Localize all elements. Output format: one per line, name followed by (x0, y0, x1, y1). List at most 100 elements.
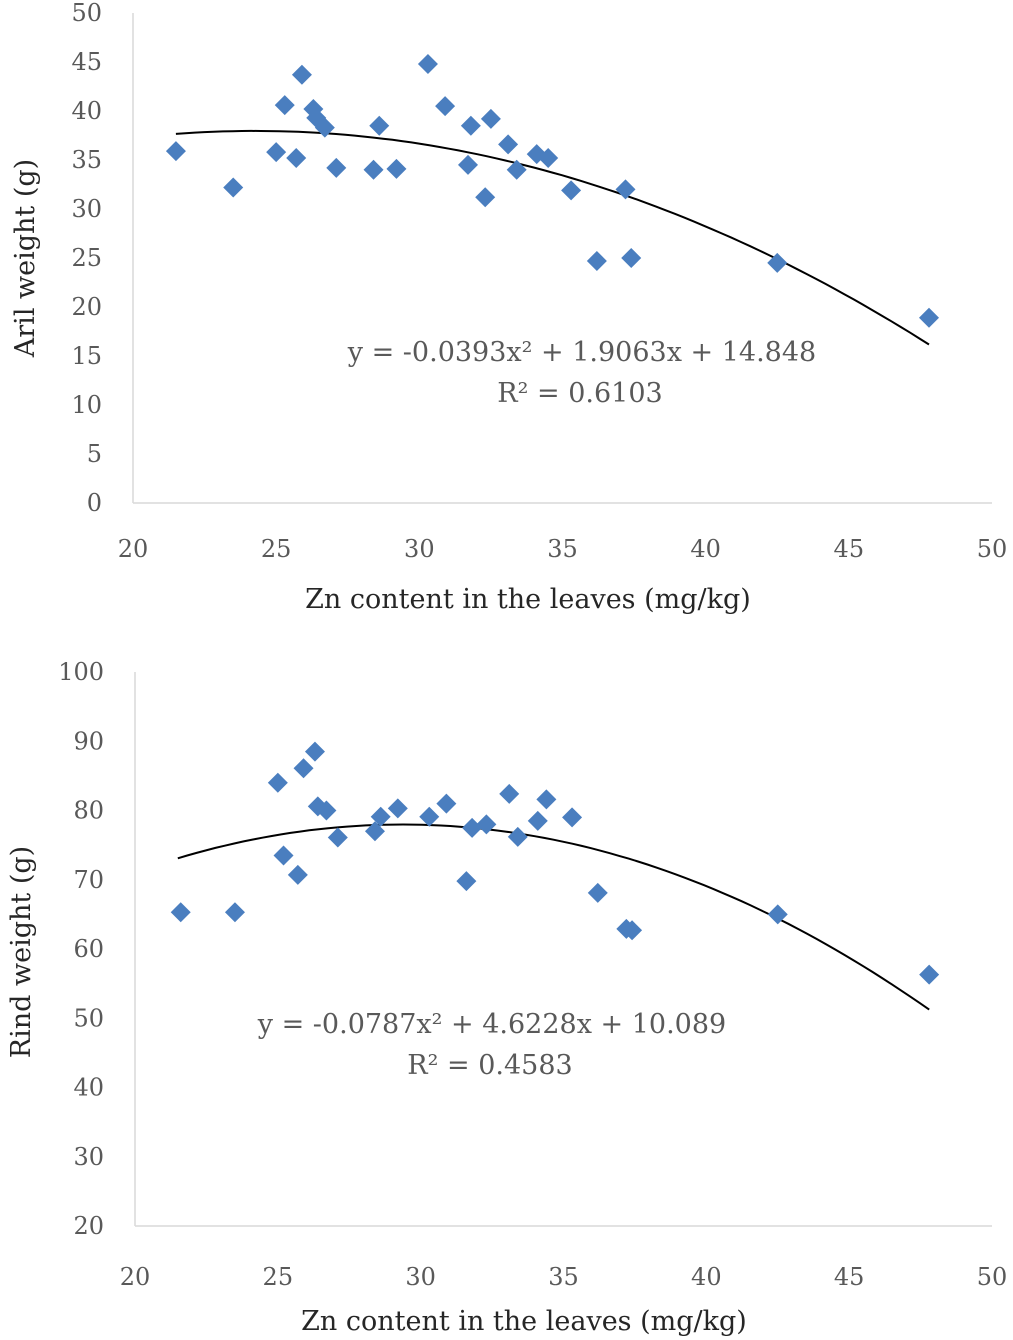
aril-x-tick-labels: 20 25 30 35 40 45 50 (118, 535, 1008, 563)
aril-y-tick-label: 15 (71, 342, 102, 370)
aril-x-tick-label: 40 (690, 535, 721, 563)
rind-data-point (304, 741, 325, 762)
aril-x-tick-label: 45 (834, 535, 865, 563)
rind-y-tick-labels: 20 30 40 50 60 70 80 90 100 (58, 658, 104, 1240)
aril-y-tick-label: 35 (71, 146, 102, 174)
aril-chart: 0 5 10 15 20 25 30 35 40 45 50 20 25 30 35 40 45 50 y = … (10, 0, 1007, 615)
aril-y-tick-label: 30 (71, 195, 102, 223)
rind-y-tick-label: 60 (73, 935, 104, 963)
aril-data-point (291, 64, 312, 85)
rind-x-tick-label: 50 (977, 1263, 1008, 1291)
rind-x-tick-label: 25 (263, 1263, 294, 1291)
aril-data-point (480, 108, 501, 129)
aril-data-points (165, 53, 940, 328)
rind-y-tick-label: 50 (73, 1004, 104, 1032)
aril-x-tick-label: 20 (118, 535, 149, 563)
aril-data-point (586, 250, 607, 271)
rind-data-point (562, 807, 583, 828)
aril-y-axis-title: Aril weight (g) (10, 159, 41, 358)
rind-data-point (536, 789, 557, 810)
aril-x-axis-title: Zn content in the leaves (mg/kg) (305, 584, 751, 615)
aril-data-point (621, 248, 642, 268)
aril-data-point (475, 187, 496, 208)
rind-y-tick-label: 20 (73, 1212, 104, 1240)
rind-data-point (919, 964, 940, 985)
aril-y-tick-labels: 0 5 10 15 20 25 30 35 40 45 50 (71, 0, 102, 517)
aril-y-tick-label: 50 (71, 0, 102, 27)
rind-y-tick-label: 100 (58, 658, 104, 686)
aril-y-tick-label: 25 (71, 244, 102, 272)
aril-y-tick-label: 5 (87, 440, 102, 468)
rind-y-tick-label: 40 (73, 1074, 104, 1102)
rind-data-point (622, 920, 643, 941)
aril-data-point (919, 307, 940, 328)
aril-x-tick-label: 35 (547, 535, 578, 563)
rind-y-axis-title: Rind weight (g) (6, 846, 37, 1058)
aril-data-point (615, 179, 636, 200)
aril-data-point (165, 141, 186, 162)
aril-trendline (175, 129, 930, 346)
rind-r-squared: R² = 0.4583 (407, 1050, 572, 1081)
rind-data-point (273, 845, 294, 866)
aril-data-point (266, 142, 287, 163)
rind-x-tick-label: 20 (120, 1263, 151, 1291)
rind-data-point (462, 817, 483, 838)
rind-x-axis-title: Zn content in the leaves (mg/kg) (301, 1306, 747, 1337)
aril-data-point (363, 159, 384, 180)
rind-data-point (287, 864, 308, 885)
rind-data-point (327, 827, 348, 848)
aril-data-point (274, 95, 295, 116)
rind-data-point (476, 814, 497, 835)
rind-data-point (499, 783, 520, 804)
rind-x-tick-label: 35 (548, 1263, 579, 1291)
aril-data-point (417, 53, 438, 74)
aril-y-tick-label: 40 (71, 97, 102, 125)
rind-data-point (767, 904, 788, 925)
aril-x-tick-label: 25 (261, 535, 292, 563)
aril-x-tick-label: 50 (977, 535, 1008, 563)
rind-data-point (436, 793, 457, 814)
rind-data-point (316, 800, 337, 821)
rind-data-point (364, 821, 385, 842)
rind-data-point (587, 882, 608, 903)
rind-data-points (170, 741, 940, 985)
rind-x-tick-label: 30 (405, 1263, 436, 1291)
rind-data-point (456, 871, 477, 892)
rind-y-tick-label: 80 (73, 797, 104, 825)
rind-y-tick-label: 70 (73, 866, 104, 894)
aril-y-tick-label: 0 (87, 489, 102, 517)
aril-data-point (369, 115, 390, 136)
aril-equation: y = -0.0393x² + 1.9063x + 14.848 (347, 337, 816, 368)
aril-data-point (286, 148, 307, 169)
rind-y-tick-label: 90 (73, 727, 104, 755)
rind-y-tick-label: 30 (73, 1143, 104, 1171)
rind-x-tick-label: 45 (834, 1263, 865, 1291)
aril-data-point (506, 159, 527, 180)
aril-data-point (223, 177, 244, 198)
aril-y-tick-label: 45 (71, 48, 102, 76)
aril-data-point (538, 148, 559, 169)
aril-data-point (386, 158, 407, 179)
rind-equation: y = -0.0787x² + 4.6228x + 10.089 (257, 1009, 726, 1040)
rind-data-point (370, 806, 391, 827)
rind-data-point (170, 902, 191, 923)
rind-x-tick-labels: 20 25 30 35 40 45 50 (120, 1263, 1008, 1291)
aril-data-point (435, 96, 456, 117)
aril-data-point (561, 180, 582, 201)
rind-x-tick-label: 40 (691, 1263, 722, 1291)
aril-y-tick-label: 10 (71, 391, 102, 419)
aril-data-point (767, 252, 788, 273)
aril-x-tick-label: 30 (404, 535, 435, 563)
rind-data-point (507, 826, 528, 847)
aril-r-squared: R² = 0.6103 (497, 378, 662, 409)
rind-trendline (177, 823, 930, 1011)
aril-data-point (498, 134, 519, 155)
aril-data-point (458, 154, 479, 175)
rind-chart: 20 30 40 50 60 70 80 90 100 20 25 30 35 40 45 50 y = -… (6, 658, 1007, 1337)
rind-data-point (419, 806, 440, 827)
rind-data-point (527, 810, 548, 831)
aril-data-point (314, 117, 335, 138)
aril-data-point (326, 157, 347, 178)
aril-y-tick-label: 20 (71, 293, 102, 321)
